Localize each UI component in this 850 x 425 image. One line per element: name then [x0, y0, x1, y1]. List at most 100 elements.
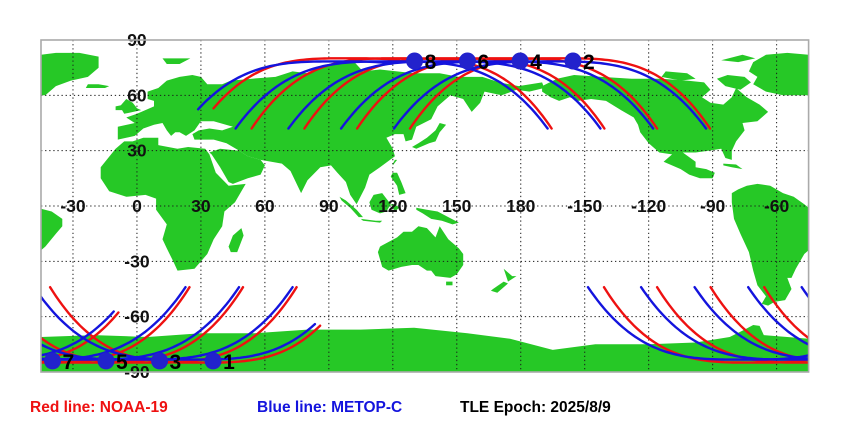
tick-label-lon-180: 180 — [506, 196, 535, 216]
sno-marker-number-4: 4 — [530, 51, 542, 74]
sno-marker-number-6: 6 — [477, 51, 489, 74]
landmass-tasmania — [446, 281, 453, 286]
tick-label-lon-0: 0 — [132, 196, 142, 216]
track-layer — [41, 57, 809, 364]
track-noaa19-pass-5 — [709, 286, 809, 362]
axis-label-layer: -30 0 30 60 90 120 150 180 -150 -120 -90 -60906030-… — [60, 30, 789, 382]
track-metopc-pass-6 — [287, 60, 602, 130]
landmass-cuba — [723, 163, 743, 170]
landmass-greenland_e — [809, 53, 850, 95]
track-noaa19-pass-5 — [41, 286, 245, 364]
sno-marker-number-7: 7 — [63, 351, 75, 374]
track-metopc-pass-7 — [639, 286, 809, 361]
sno-marker-3 — [151, 352, 169, 370]
sno-marker-layer: 1 2 3 4 5 6 7 8 — [44, 51, 595, 374]
landmass-africa — [100, 137, 246, 271]
landmass-arabia — [209, 148, 265, 184]
landmass-brazil_tip — [809, 209, 830, 251]
legend-blue-line-label: Blue line: METOP-C — [257, 399, 403, 416]
landmass-newguinea — [416, 207, 459, 225]
sno-marker-4 — [511, 52, 529, 70]
track-noaa19-pass-7 — [41, 286, 191, 364]
track-noaa19-pass-7 — [655, 286, 809, 364]
sno-marker-number-2: 2 — [583, 51, 595, 74]
landmass-antarctica — [41, 325, 809, 372]
landmass-greenland_w — [0, 53, 41, 95]
landmass-greenland_e — [41, 52, 99, 96]
tick-label-lon--150: -150 — [567, 196, 602, 216]
tick-label-lat-30: 30 — [127, 141, 147, 161]
track-metopc-pass-extra-0 — [196, 60, 393, 111]
legend-tle-epoch-label: TLE Epoch: 2025/8/9 — [460, 399, 611, 416]
track-noaa19-pass-extra-1 — [41, 311, 120, 361]
tick-label-lon-30: 30 — [191, 196, 211, 216]
landmass-svalbard — [162, 58, 191, 64]
track-metopc-pass-8 — [234, 60, 549, 130]
landmass-baffin — [716, 75, 751, 90]
sno-marker-5 — [97, 352, 115, 370]
track-noaa19-pass-8 — [250, 57, 553, 130]
tick-label-lon--90: -90 — [700, 196, 726, 216]
tick-label-lon-150: 150 — [442, 196, 471, 216]
landmass-ireland — [115, 104, 125, 111]
landmass-samerica — [731, 183, 809, 306]
landmass-antarctica — [0, 325, 41, 372]
landmass-japan — [412, 123, 447, 149]
tick-label-lat-60: 60 — [127, 85, 147, 105]
landmass-sulawesi — [390, 204, 400, 212]
landmass-java — [360, 218, 383, 223]
tick-label-lon-60: 60 — [255, 196, 275, 216]
track-metopc-pass-5 — [693, 286, 809, 360]
track-metopc-pass-4 — [339, 60, 655, 130]
landmass-greenland_w — [748, 52, 809, 96]
legend-red-line-label: Red line: NOAA-19 — [30, 399, 168, 416]
track-metopc-pass-3 — [41, 286, 294, 361]
tick-label-lon-120: 120 — [378, 196, 407, 216]
landmass-ellesmere — [721, 54, 756, 63]
landmass-borneo — [369, 193, 391, 214]
sno-marker-number-8: 8 — [425, 51, 437, 74]
landmass-australia — [377, 226, 464, 278]
landmass-philippines — [390, 172, 406, 195]
map-frame — [40, 39, 810, 373]
landmass-nz_south — [490, 281, 508, 293]
sno-marker-8 — [406, 52, 424, 70]
sno-marker-6 — [458, 52, 476, 70]
tick-label-lat--60: -60 — [124, 307, 150, 327]
sno-marker-number-3: 3 — [170, 351, 182, 374]
landmass-samerica — [0, 184, 41, 306]
tick-label-lat--30: -30 — [124, 251, 150, 271]
track-noaa19-pass-extra-1 — [602, 286, 809, 364]
sno-marker-1 — [204, 352, 222, 370]
landmass-madagascar — [228, 228, 244, 253]
tick-label-lon--30: -30 — [60, 196, 86, 216]
landmass-brazil_tip — [41, 208, 63, 251]
sno-marker-7 — [44, 352, 62, 370]
tick-label-lon--120: -120 — [631, 196, 666, 216]
sno-marker-number-5: 5 — [116, 351, 128, 374]
sno-marker-number-1: 1 — [223, 351, 235, 374]
landmass-iceland — [85, 84, 110, 88]
tick-label-lon-90: 90 — [319, 196, 339, 216]
track-metopc-pass-extra-1 — [586, 286, 809, 361]
track-noaa19-pass-3 — [41, 286, 298, 364]
landmass-victoria — [661, 71, 696, 81]
landmass-sumatra — [339, 196, 363, 218]
sno-marker-2 — [564, 52, 582, 70]
track-metopc-pass-5 — [41, 286, 241, 361]
track-noaa19-pass-extra-0 — [212, 57, 401, 110]
tick-label-lon--60: -60 — [764, 196, 790, 216]
track-noaa19-pass-6 — [303, 57, 606, 130]
track-noaa19-pass-2 — [408, 57, 712, 130]
landmass-taiwan — [392, 159, 398, 166]
track-metopc-pass-extra-1 — [41, 310, 115, 357]
landmass-uk — [119, 99, 142, 114]
track-metopc-pass-3 — [747, 286, 809, 346]
track-metopc-pass-2 — [392, 60, 708, 130]
track-noaa19-pass-4 — [355, 57, 659, 130]
track-metopc-pass-7 — [41, 286, 187, 361]
landmass-antarctica — [809, 325, 850, 372]
landmass-nz_north — [503, 268, 517, 282]
